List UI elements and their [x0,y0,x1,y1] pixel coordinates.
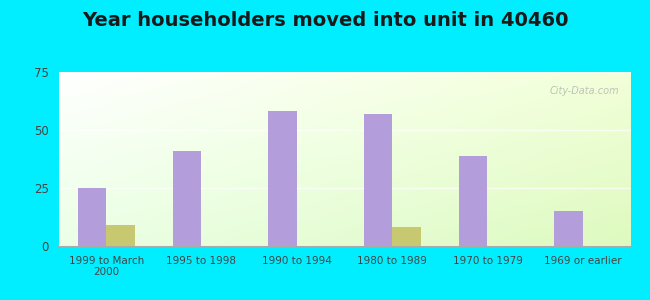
Text: Year householders moved into unit in 40460: Year householders moved into unit in 404… [82,11,568,29]
Bar [173,151,202,246]
Bar [363,114,392,246]
Bar [459,155,488,246]
Bar [554,211,583,246]
Bar [106,225,135,246]
Bar [77,188,106,246]
Bar [392,227,421,246]
Bar [268,111,297,246]
Text: City-Data.com: City-Data.com [549,86,619,96]
